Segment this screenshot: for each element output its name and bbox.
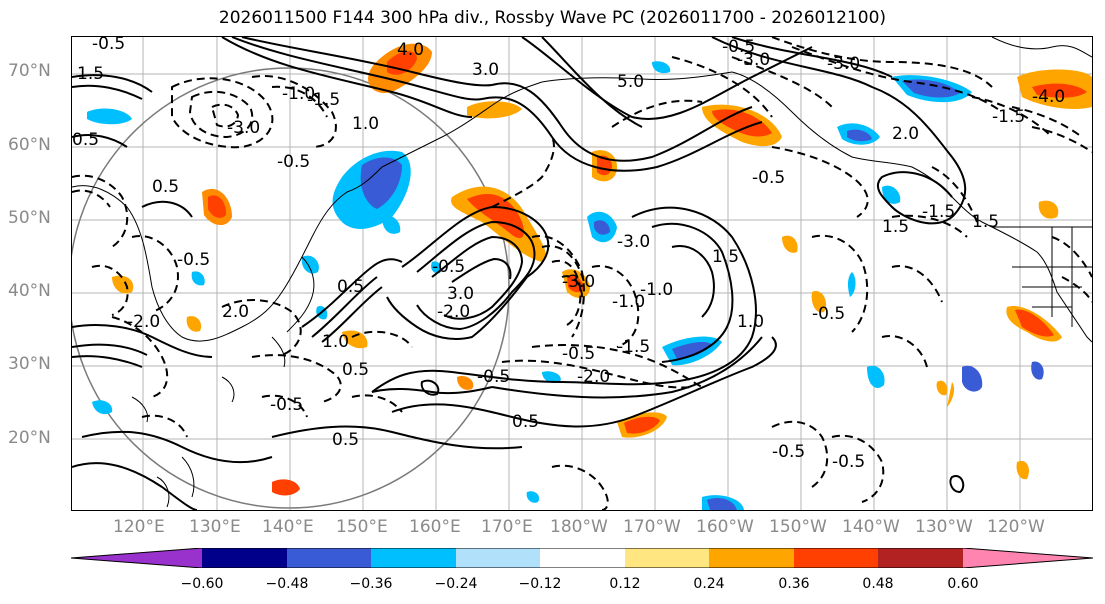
contour-label: -0.5 [177,250,210,270]
lon-label-120w: 120°W [987,517,1045,537]
contour-label: -0.5 [562,344,595,364]
contour-label: -0.5 [812,304,845,324]
colorbar-tick-label: 0.60 [947,576,979,592]
lon-label-170e: 170°E [481,517,533,537]
colorbar-segment [794,548,878,568]
contour-label: -0.5 [772,442,805,462]
colorbar-tick-label: −0.12 [518,576,562,592]
contour-label: 0.5 [337,277,364,297]
contour-label: 1.5 [712,247,739,267]
contour-label: -2.0 [127,312,160,332]
contour-label: 2.0 [892,124,919,144]
colorbar-tick-label: −0.48 [265,576,309,592]
contour-label: -1.0 [612,292,645,312]
contour-label: -0.5 [92,37,125,54]
lat-label-70n: 70°N [8,61,51,81]
lon-label-130e: 130°E [189,517,241,537]
colorbar-tick-label: 0.12 [609,576,641,592]
colorbar-tick-label: −0.36 [349,576,393,592]
negative-divergence-shading [87,61,1044,510]
lon-label-160w: 160°W [696,517,754,537]
colorbar-tick-label: 0.24 [693,576,725,592]
colorbar-outline [71,548,1094,568]
lon-label-150w: 150°W [769,517,827,537]
positive-divergence-shading [112,43,1092,496]
contour-label: -0.5 [270,395,303,415]
colorbar-segment [878,548,963,568]
contour-label: 5.0 [617,72,644,92]
map-title: 2026011500 F144 300 hPa div., Rossby Wav… [218,8,887,28]
contour-label: 0.5 [152,177,179,197]
contour-label: 1.0 [352,114,379,134]
contour-label: 2.0 [222,302,249,322]
contour-label: 1.5 [972,212,999,232]
colorbar-extend-min [71,548,202,568]
contour-label: -2.0 [437,302,470,322]
lon-label-130w: 130°W [915,517,973,537]
map-panel: -0.5 4.0 1.5 3.0 5.0 -3.0 -1.0 -3.0 -1.5… [71,36,1093,511]
contour-label: -1.5 [307,90,340,110]
colorbar-segment [456,548,540,568]
contour-label: -1.0 [282,84,315,104]
lat-label-40n: 40°N [8,281,51,301]
lon-label-150e: 150°E [336,517,388,537]
contour-label: -4.0 [1032,87,1065,107]
contour-label: -0.5 [477,367,510,387]
contour-label: 3.0 [447,284,474,304]
lat-label-60n: 60°N [8,135,51,155]
lat-label-20n: 20°N [8,428,51,448]
contour-label: -0.5 [432,257,465,277]
contour-label: -0.5 [722,37,755,57]
contour-label: 0.5 [72,130,99,150]
colorbar [71,548,1094,568]
contour-label: -3.0 [827,54,860,74]
contour-label: -1.5 [617,337,650,357]
colorbar-segment [709,548,794,568]
lon-label-160e: 160°E [409,517,461,537]
contour-label: 3.0 [472,60,499,80]
colorbar-segment [287,548,371,568]
contour-label: -2.0 [577,367,610,387]
colorbar-tick-label: −0.24 [434,576,478,592]
lon-label-180w: 180°W [550,517,608,537]
contour-label: 0.5 [342,360,369,380]
colorbar-segment [371,548,456,568]
colorbar-extend-max [963,548,1093,568]
solid-contours [72,37,967,510]
contour-label: -0.5 [277,152,310,172]
contour-label: 1.0 [322,332,349,352]
contour-label: -1.0 [640,280,673,300]
contour-label: 0.5 [512,412,539,432]
coastlines [72,37,1092,508]
contour-label-group: -0.5 4.0 1.5 3.0 5.0 -3.0 -1.0 -3.0 -1.5… [72,37,1065,472]
contour-label: 1.0 [737,312,764,332]
contour-label: 4.0 [397,40,424,60]
lon-label-170w: 170°W [623,517,681,537]
colorbar-segment [625,548,709,568]
lon-label-140e: 140°E [262,517,314,537]
map-canvas: -0.5 4.0 1.5 3.0 5.0 -3.0 -1.0 -3.0 -1.5… [72,37,1092,510]
contour-label: 1.5 [77,64,104,84]
dashed-contours [72,37,1092,510]
contour-label: -0.5 [752,168,785,188]
contour-label: 0.5 [332,430,359,450]
colorbar-segment [540,548,625,568]
contour-label: -1.5 [992,107,1025,127]
colorbar-tick-label: −0.60 [180,576,224,592]
colorbar-segment [202,548,287,568]
colorbar-tick-label: 0.36 [778,576,810,592]
contour-label: 1.5 [882,217,909,237]
contour-label: -3.0 [737,50,770,70]
colorbar-tick-label: 0.48 [862,576,894,592]
lat-label-50n: 50°N [8,208,51,228]
lon-label-120e: 120°E [113,517,165,537]
lat-label-30n: 30°N [8,354,51,374]
contour-label: -3.0 [562,272,595,292]
contour-label: -3.0 [227,118,260,138]
lon-label-140w: 140°W [842,517,900,537]
contour-label: -0.5 [832,452,865,472]
contour-label: -1.5 [922,202,955,222]
contour-label: -3.0 [617,232,650,252]
